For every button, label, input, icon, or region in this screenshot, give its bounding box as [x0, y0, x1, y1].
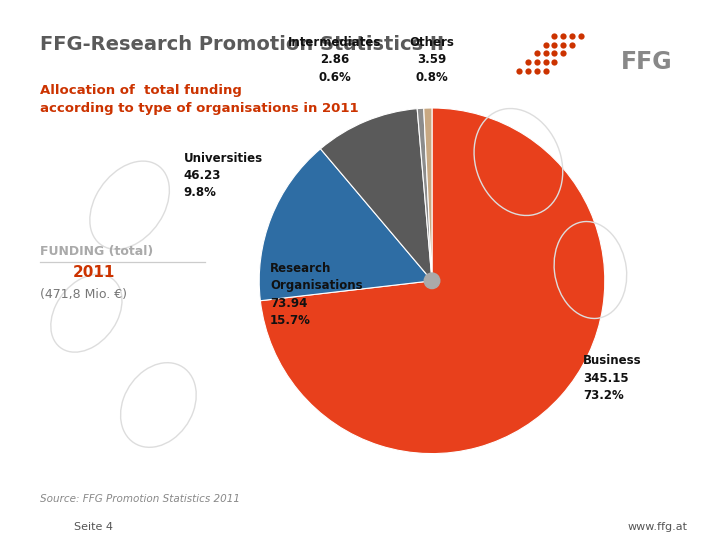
Text: FUNDING (total): FUNDING (total): [40, 245, 153, 258]
Text: Research
Organisations
73.94
15.7%: Research Organisations 73.94 15.7%: [270, 261, 363, 327]
Wedge shape: [261, 108, 605, 454]
Text: FFG: FFG: [621, 50, 672, 74]
Wedge shape: [417, 108, 432, 281]
Text: www.ffg.at: www.ffg.at: [628, 522, 688, 531]
Text: (471,8 Mio. €): (471,8 Mio. €): [40, 288, 127, 301]
Wedge shape: [320, 109, 432, 281]
Text: Intermediates
2.86
0.6%: Intermediates 2.86 0.6%: [288, 36, 382, 84]
Wedge shape: [259, 149, 432, 301]
Text: Seite 4: Seite 4: [74, 522, 113, 531]
Text: Business
345.15
73.2%: Business 345.15 73.2%: [583, 354, 642, 402]
Circle shape: [424, 273, 440, 288]
Text: Allocation of  total funding
according to type of organisations in 2011: Allocation of total funding according to…: [40, 84, 359, 114]
Text: FFG-Research Promotion Statistics II: FFG-Research Promotion Statistics II: [40, 35, 444, 54]
Text: Source: FFG Promotion Statistics 2011: Source: FFG Promotion Statistics 2011: [40, 495, 240, 504]
Text: Universities
46.23
9.8%: Universities 46.23 9.8%: [184, 152, 263, 199]
Text: Others
3.59
0.8%: Others 3.59 0.8%: [410, 36, 454, 84]
Text: 2011: 2011: [73, 265, 114, 280]
Wedge shape: [424, 108, 432, 281]
